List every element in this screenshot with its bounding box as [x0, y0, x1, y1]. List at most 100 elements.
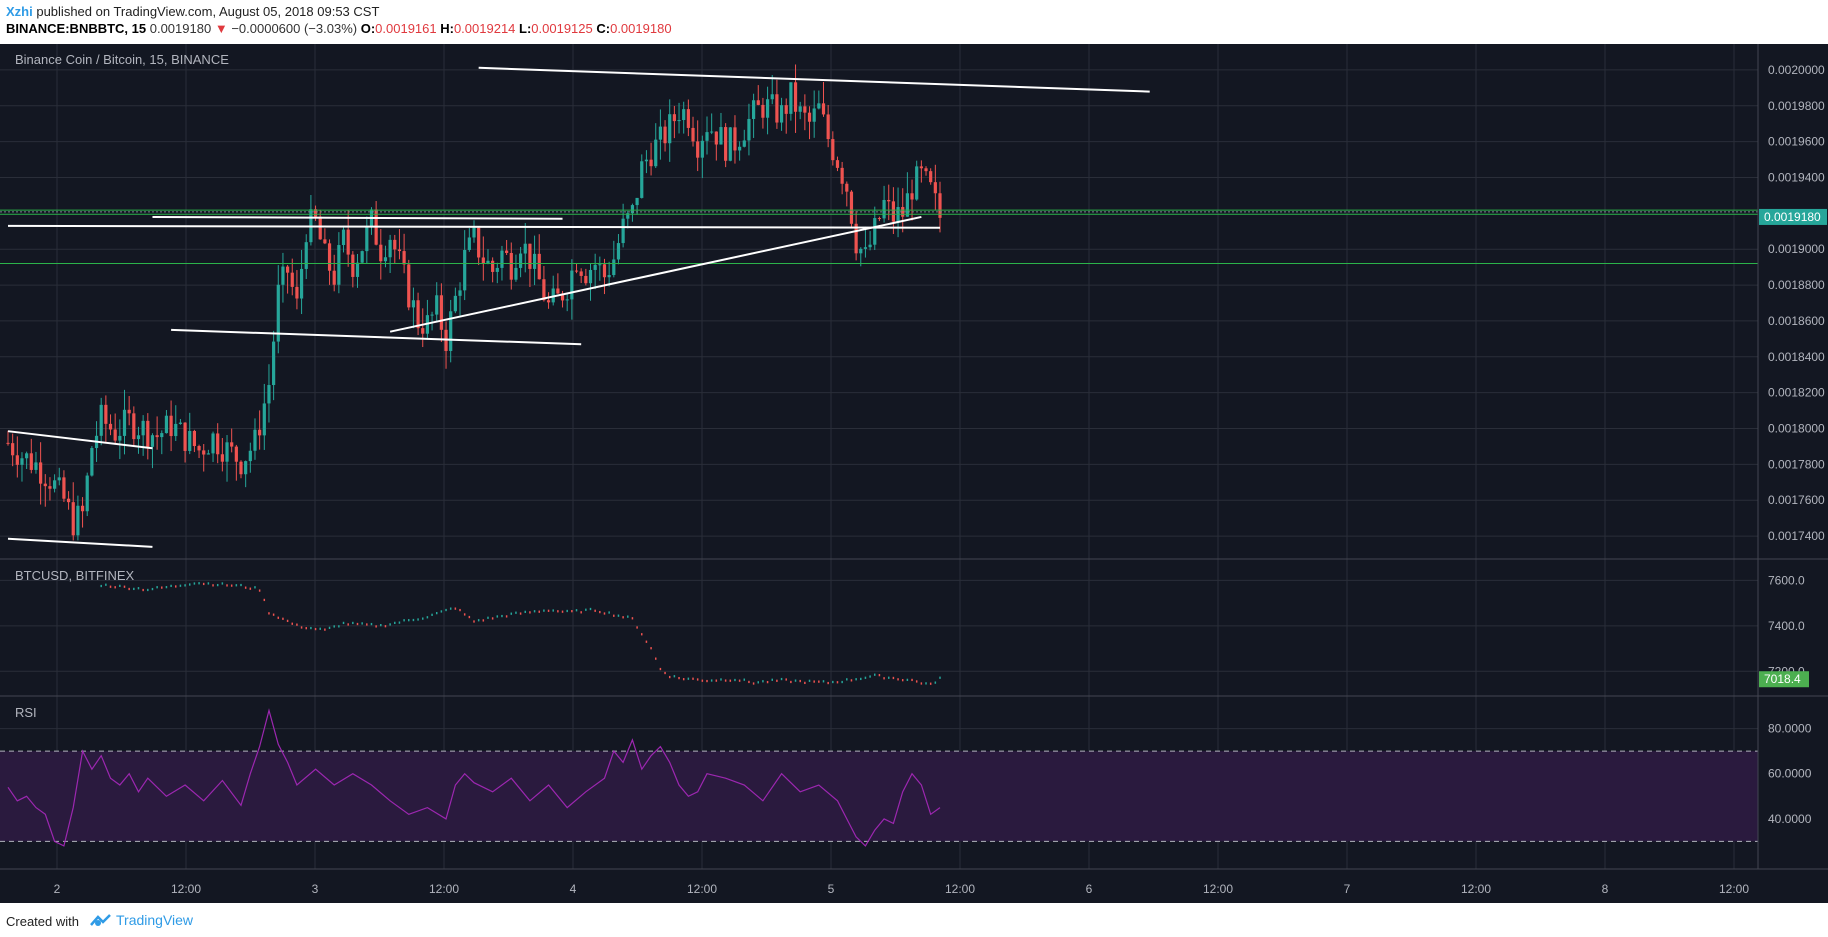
candle-body	[831, 139, 835, 161]
candle-body	[225, 442, 229, 462]
candle-body	[355, 262, 360, 277]
candle-body	[202, 450, 206, 455]
candle-body	[76, 505, 80, 536]
pane-title: RSI	[15, 705, 37, 720]
candle-body	[495, 267, 499, 272]
candle-body	[747, 118, 751, 141]
y-tick-label: 0.0017400	[1768, 529, 1825, 543]
candle-body	[933, 182, 937, 194]
candle-body	[169, 415, 173, 437]
candle-body	[901, 207, 905, 217]
candle-body	[146, 420, 150, 447]
candle-body	[733, 127, 737, 151]
btc-price-label: 7018.4	[1764, 672, 1801, 686]
published-text: published on TradingView.com, August 05,…	[32, 4, 380, 19]
trendline	[7, 224, 941, 229]
candle-body	[938, 193, 942, 218]
y-tick-label: 0.0018800	[1768, 278, 1825, 292]
candle-body	[491, 260, 495, 272]
candle-body	[691, 127, 695, 142]
x-tick-label: 12:00	[1461, 882, 1491, 896]
candle-body	[663, 126, 667, 144]
candle-body	[602, 264, 607, 278]
candle-body	[178, 422, 183, 424]
symbol-ohlc-line: BINANCE:BNBBTC, 15 0.0019180 ▼ −0.000060…	[6, 21, 672, 36]
footer: Created with TradingView	[0, 903, 1828, 937]
chart-svg[interactable]: Binance Coin / Bitcoin, 15, BINANCE BTCU…	[0, 44, 1828, 903]
candle-body	[262, 403, 266, 436]
candle-body	[15, 455, 19, 465]
tradingview-logo-icon	[90, 914, 111, 926]
x-tick-label: 12:00	[1719, 882, 1749, 896]
x-tick-label: 3	[312, 882, 319, 896]
candle-body	[449, 311, 453, 351]
candle-body	[244, 461, 248, 475]
candle-body	[25, 453, 29, 459]
candle-body	[48, 486, 52, 489]
candle-body	[108, 423, 113, 430]
y-tick-label: 0.0018200	[1768, 386, 1825, 400]
candle-body	[817, 103, 821, 109]
candle-body	[710, 131, 714, 133]
candle-body	[253, 429, 257, 451]
x-tick-label: 12:00	[171, 882, 201, 896]
candle-body	[616, 243, 621, 260]
candle-body	[290, 272, 294, 287]
candle-body	[882, 199, 886, 219]
candle-body	[807, 112, 812, 122]
tradingview-brand[interactable]: TradingView	[90, 912, 193, 928]
candle-body	[486, 260, 490, 264]
candle-body	[924, 168, 928, 172]
trendline	[7, 430, 153, 450]
candle-body	[845, 183, 849, 192]
author-link[interactable]: Xzhi	[6, 4, 33, 19]
candle-body	[295, 286, 299, 299]
tradingview-brand-label: TradingView	[116, 912, 194, 928]
candle-body	[863, 247, 868, 249]
x-tick-label: 7	[1344, 882, 1351, 896]
candle-body	[39, 462, 43, 484]
y-tick-label: 40.0000	[1768, 812, 1812, 826]
change-value: −0.0000600 (−3.03%)	[227, 21, 358, 36]
candle-body	[546, 300, 551, 303]
candle-body	[197, 446, 201, 451]
last-price-label: 0.0019180	[1764, 210, 1821, 224]
candle-body	[6, 442, 10, 444]
candle-body	[677, 120, 681, 122]
candle-body	[323, 239, 327, 244]
close-label: C:	[592, 21, 611, 36]
candle-body	[388, 239, 392, 258]
candle-body	[183, 422, 187, 451]
x-tick-label: 12:00	[945, 882, 975, 896]
candle-body	[174, 423, 178, 437]
candle-body	[286, 266, 290, 273]
candle-body	[439, 295, 443, 330]
candle-body	[453, 295, 457, 312]
candle-body	[118, 435, 122, 441]
candle-body	[71, 502, 75, 536]
candle-body	[654, 139, 658, 167]
candle-body	[719, 127, 723, 145]
candle-body	[304, 242, 308, 269]
y-tick-label: 7600.0	[1768, 573, 1805, 587]
candle-body	[826, 114, 830, 140]
candle-body	[682, 109, 686, 121]
candle-body	[267, 385, 271, 404]
close-value: 0.0019180	[610, 21, 672, 36]
candle-body	[556, 288, 560, 294]
candle-body	[779, 105, 784, 123]
candle-body	[467, 237, 471, 250]
candle-body	[230, 442, 234, 447]
chart-area[interactable]: Binance Coin / Bitcoin, 15, BINANCE BTCU…	[0, 44, 1828, 903]
candle-body	[607, 275, 611, 278]
candle-body	[211, 433, 215, 454]
candle-body	[360, 251, 364, 263]
candle-body	[789, 82, 793, 114]
open-value: 0.0019161	[375, 21, 437, 36]
candle-body	[672, 114, 676, 122]
trendline	[171, 328, 582, 346]
chart-title: Binance Coin / Bitcoin, 15, BINANCE	[15, 52, 229, 67]
candle-body	[402, 251, 406, 265]
candle-body	[849, 191, 854, 224]
candle-body	[192, 430, 196, 447]
